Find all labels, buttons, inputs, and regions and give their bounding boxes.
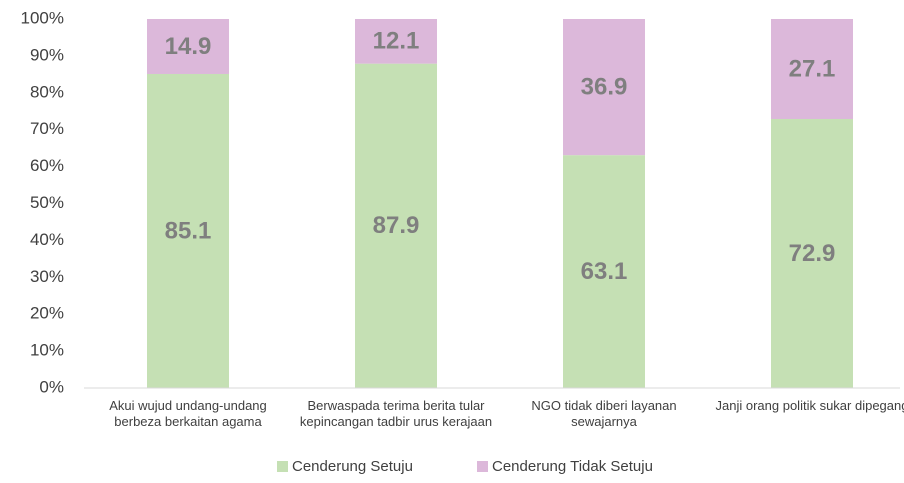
- y-tick-label: 50%: [30, 193, 64, 212]
- data-label: 12.1: [373, 28, 420, 55]
- data-label: 63.1: [581, 258, 628, 285]
- x-tick-label-box: Akui wujud undang-undang berbeza berkait…: [109, 398, 267, 429]
- y-tick-label: 80%: [30, 82, 64, 101]
- legend-label: Cenderung Tidak Setuju: [492, 458, 653, 475]
- y-tick-label: 100%: [21, 8, 64, 27]
- bar-segment: [147, 19, 229, 74]
- y-tick-label: 60%: [30, 156, 64, 175]
- x-tick-label: Berwaspada terima berita tular kepincang…: [299, 398, 493, 429]
- x-tick-label: Akui wujud undang-undang berbeza berkait…: [109, 398, 267, 429]
- y-tick-label: 40%: [30, 230, 64, 249]
- legend-label: Cenderung Setuju: [292, 458, 413, 475]
- x-tick-label-box: Janji orang politik sukar dipegang: [715, 398, 904, 413]
- bar-segment: [355, 19, 437, 64]
- x-tick-label-box: NGO tidak diberi layanan sewajarnya: [531, 398, 677, 429]
- x-tick-label: Janji orang politik sukar dipegang: [715, 398, 904, 413]
- legend-swatch: [477, 461, 488, 472]
- y-tick-label: 90%: [30, 45, 64, 64]
- bar-segment: [771, 118, 853, 389]
- data-label: 36.9: [581, 73, 628, 100]
- bar-segment: [355, 63, 437, 389]
- data-label: 72.9: [789, 240, 836, 267]
- legend-swatch: [277, 461, 288, 472]
- data-label: 14.9: [165, 33, 212, 60]
- bar-segment: [771, 19, 853, 119]
- x-tick-label: NGO tidak diberi layanan sewajarnya: [531, 398, 677, 429]
- y-tick-label: 0%: [39, 377, 64, 396]
- y-tick-label: 10%: [30, 341, 64, 360]
- bar-segment: [147, 73, 229, 388]
- bar-segment: [563, 19, 645, 156]
- data-label: 85.1: [165, 217, 212, 244]
- y-tick-label: 30%: [30, 267, 64, 286]
- x-tick-label-box: Berwaspada terima berita tular kepincang…: [299, 398, 493, 429]
- y-tick-label: 20%: [30, 304, 64, 323]
- y-tick-label: 70%: [30, 119, 64, 138]
- data-label: 27.1: [789, 55, 836, 82]
- data-label: 87.9: [373, 212, 420, 239]
- bar-segment: [563, 155, 645, 388]
